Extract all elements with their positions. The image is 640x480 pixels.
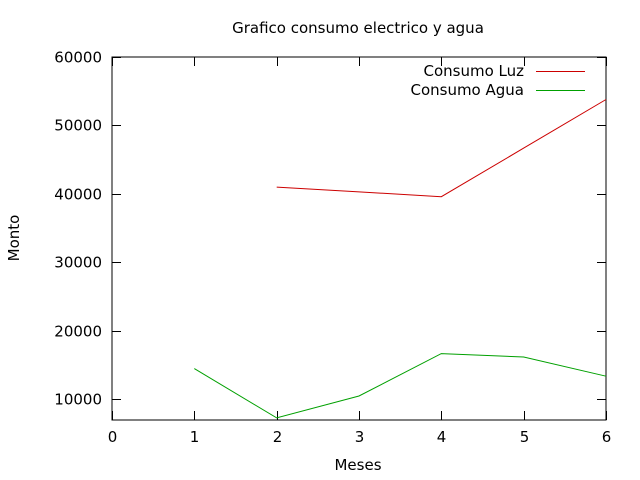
x-tick-label: 3 — [355, 428, 365, 446]
x-tick-label: 4 — [437, 428, 447, 446]
series-layer — [194, 99, 607, 419]
y-tick-label: 60000 — [54, 49, 102, 67]
y-axis-title: Monto — [5, 215, 23, 262]
y-tick-label: 10000 — [54, 391, 102, 409]
x-tick-label: 6 — [602, 428, 612, 446]
plot-frame — [111, 56, 607, 421]
y-tick-label: 30000 — [54, 254, 102, 272]
legend-label-1: Consumo Luz — [423, 62, 524, 80]
x-tick-label: 5 — [520, 428, 530, 446]
y-tick-label: 40000 — [54, 186, 102, 204]
legend-label-2: Consumo Agua — [410, 81, 524, 99]
series-line-2 — [194, 353, 607, 419]
x-tick-label: 2 — [273, 428, 283, 446]
plot-border — [111, 56, 607, 421]
x-tick-label: 0 — [108, 428, 118, 446]
x-axis-ticks: 0 1 2 3 4 5 6 — [108, 57, 612, 446]
y-tick-label: 50000 — [54, 117, 102, 135]
y-axis-ticks: 10000 20000 30000 40000 50000 60000 — [54, 49, 606, 409]
chart-title: Grafico consumo electrico y agua — [232, 19, 484, 37]
x-axis-title: Meses — [334, 456, 381, 474]
x-tick-label: 1 — [190, 428, 200, 446]
series-line-1 — [276, 99, 607, 198]
y-tick-label: 20000 — [54, 323, 102, 341]
